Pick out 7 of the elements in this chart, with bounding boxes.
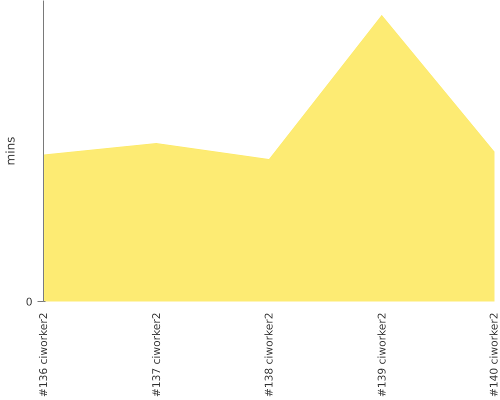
x-tick-label: #136 ciworker2 xyxy=(37,312,50,398)
x-tick-label: #138 ciworker2 xyxy=(262,312,276,398)
x-tick-label: #139 ciworker2 xyxy=(375,312,388,398)
y-axis-title: mins xyxy=(4,136,18,166)
x-tick-label: #140 ciworker2 xyxy=(488,312,500,398)
x-tick-label: #137 ciworker2 xyxy=(150,312,163,398)
annotation: 0 xyxy=(26,296,33,308)
